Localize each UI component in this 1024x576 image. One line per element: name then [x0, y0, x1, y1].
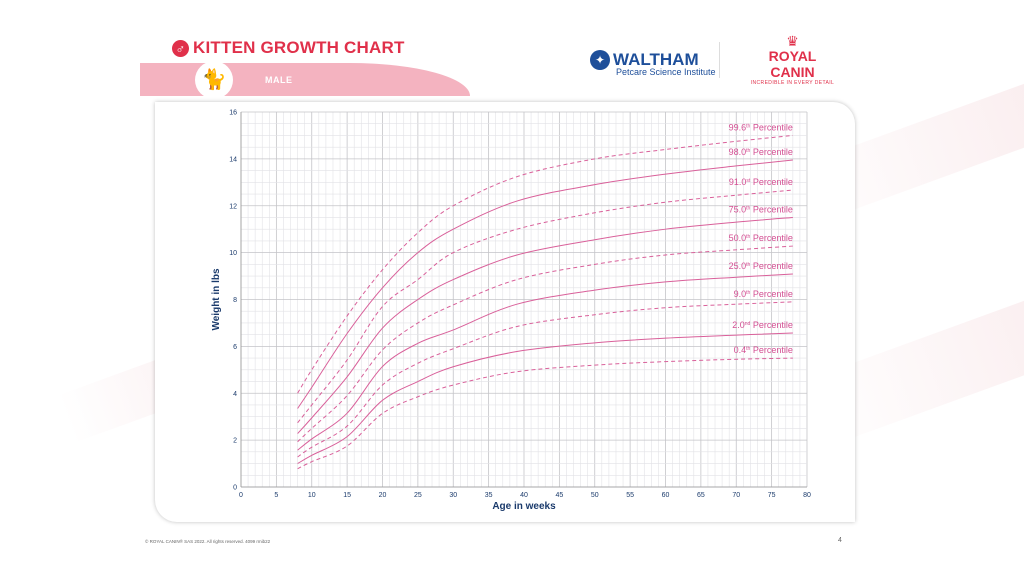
percentile-curve	[297, 245, 793, 443]
x-tick-label: 70	[732, 492, 740, 499]
percentile-curve	[297, 301, 793, 458]
royal-canin-name: ROYAL CANIN	[768, 48, 817, 80]
y-tick-label: 12	[229, 203, 237, 210]
logo-divider	[719, 42, 720, 78]
x-tick-label: 65	[697, 492, 705, 499]
sex-label: MALE	[265, 75, 293, 85]
grid	[240, 111, 808, 488]
cat-icon: 🐈	[195, 61, 233, 99]
royal-canin-logo: ♛ ROYAL CANIN INCREDIBLE IN EVERY DETAIL	[745, 34, 840, 86]
percentile-label: 25.0th Percentile	[729, 261, 793, 271]
x-tick-label: 5	[274, 492, 278, 499]
waltham-subtitle: Petcare Science Institute	[616, 67, 716, 77]
y-tick-label: 10	[229, 250, 237, 257]
waltham-globe-icon: ✦	[590, 50, 610, 70]
percentile-curve	[297, 357, 793, 470]
x-tick-label: 10	[308, 492, 316, 499]
x-tick-label: 50	[591, 492, 599, 499]
percentile-curve	[297, 159, 793, 409]
percentile-label: 91.0st Percentile	[729, 177, 793, 187]
percentile-curve	[297, 332, 793, 464]
y-tick-label: 6	[233, 344, 237, 351]
x-tick-label: 20	[379, 492, 387, 499]
x-tick-label: 0	[239, 492, 243, 499]
x-tick-label: 45	[555, 492, 563, 499]
percentile-curve	[297, 134, 793, 394]
percentile-curve	[297, 216, 793, 434]
x-tick-label: 30	[449, 492, 457, 499]
y-tick-label: 4	[233, 391, 237, 398]
copyright: © ROYAL CANIN® SAS 2022. All rights rese…	[145, 539, 271, 544]
x-tick-label: 60	[662, 492, 670, 499]
waltham-logo: ✦ WALTHAM	[590, 50, 699, 70]
page-title-text: KITTEN GROWTH CHART	[193, 38, 405, 57]
x-tick-label: 80	[803, 492, 811, 499]
x-axis-label: Age in weeks	[492, 501, 556, 512]
y-tick-label: 16	[229, 110, 237, 117]
percentile-label: 75.0th Percentile	[729, 204, 793, 214]
x-tick-label: 75	[768, 492, 776, 499]
x-tick-label: 35	[485, 492, 493, 499]
percentile-label: 50.0th Percentile	[729, 233, 793, 243]
y-axis-label: Weight in lbs	[211, 268, 222, 330]
waltham-name: WALTHAM	[613, 50, 699, 69]
royal-canin-tagline: INCREDIBLE IN EVERY DETAIL	[750, 80, 835, 86]
percentile-curve	[297, 273, 793, 451]
percentile-curve	[297, 189, 793, 424]
male-symbol-icon: ♂	[172, 39, 189, 57]
x-tick-label: 55	[626, 492, 634, 499]
percentile-label: 9.0th Percentile	[734, 289, 793, 299]
page-number: 4	[838, 537, 842, 544]
y-tick-label: 14	[229, 156, 237, 163]
x-tick-label: 25	[414, 492, 422, 499]
page-title: ♂ KITTEN GROWTH CHART	[172, 38, 405, 58]
percentile-label: 99.6th Percentile	[729, 122, 793, 132]
percentile-label: 2.0nd Percentile	[732, 320, 793, 330]
percentile-label: 0.4th Percentile	[734, 345, 793, 355]
x-tick-label: 15	[343, 492, 351, 499]
crown-icon: ♛	[786, 33, 799, 49]
y-tick-label: 8	[233, 297, 237, 304]
x-tick-label: 40	[520, 492, 528, 499]
percentile-label: 98.0th Percentile	[729, 147, 793, 157]
y-tick-label: 0	[233, 485, 237, 492]
y-tick-label: 2	[233, 438, 237, 445]
